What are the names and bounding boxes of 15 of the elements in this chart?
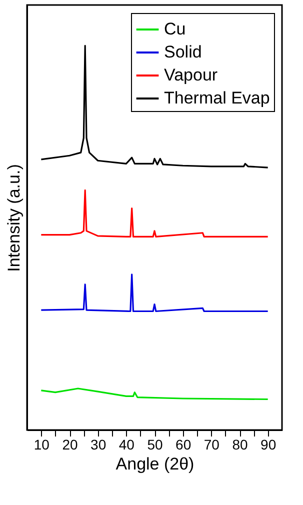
x-tick-label: 90: [260, 436, 276, 452]
x-tick-label: 50: [147, 436, 163, 452]
x-tick-label: 10: [34, 436, 50, 452]
x-tick-label: 60: [176, 436, 192, 452]
x-tick-label: 20: [62, 436, 78, 452]
x-tick-label: 40: [118, 436, 135, 452]
legend-label: Solid: [164, 42, 202, 62]
x-tick-label: 30: [90, 436, 106, 452]
y-axis-title: Intensity (a.u.): [4, 164, 24, 272]
x-tick-label: 70: [204, 436, 220, 452]
legend-label: Thermal Evap: [164, 88, 270, 108]
legend-label: Cu: [164, 20, 186, 38]
legend-label: Vapour: [164, 66, 218, 84]
x-tick-label: 80: [232, 436, 248, 452]
x-axis-title: Angle (2θ): [116, 454, 194, 474]
